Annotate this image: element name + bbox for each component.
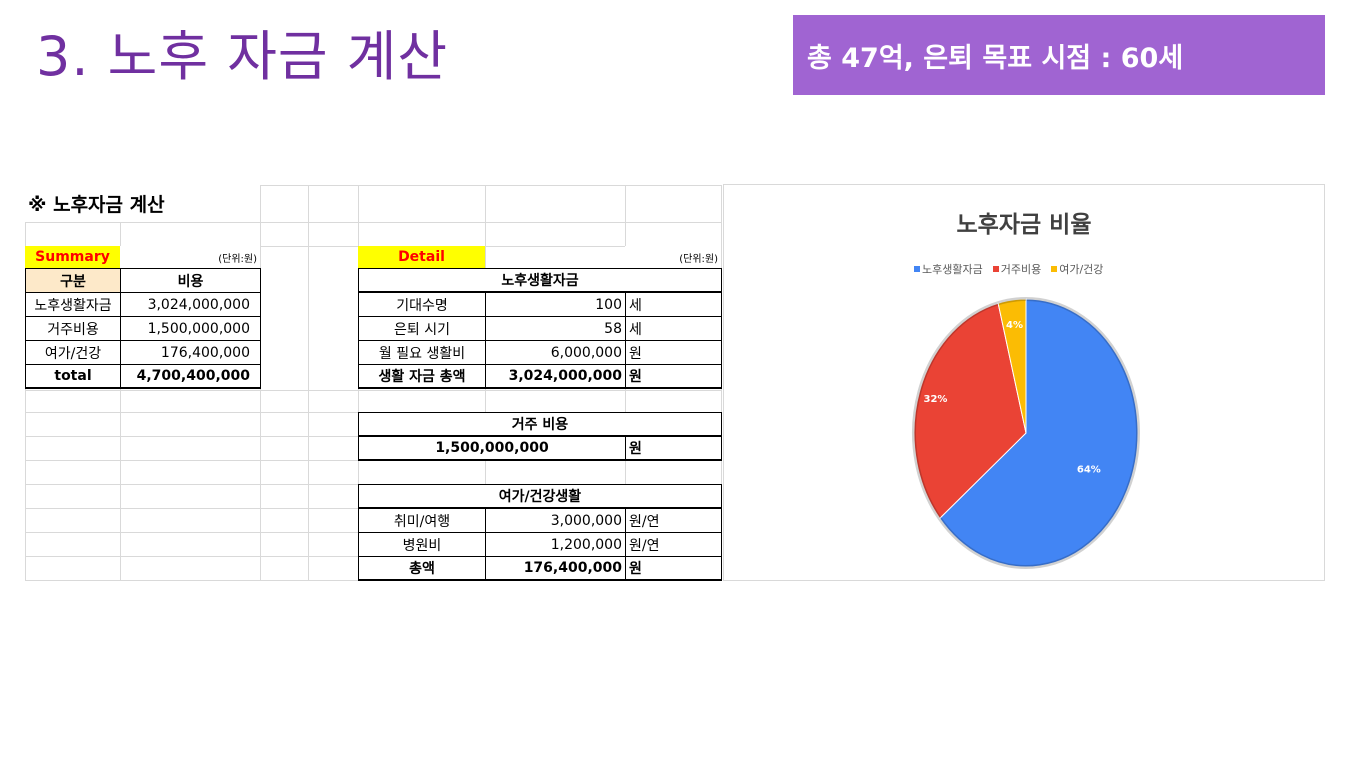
housing-value: 1,500,000,000 (358, 436, 626, 461)
housing-title: 거주 비용 (358, 412, 722, 437)
living-total-name: 생활 자금 총액 (358, 364, 486, 389)
legend-swatch (992, 266, 999, 272)
living-row-unit: 세 (625, 316, 722, 341)
leisure-row-name: 병원비 (358, 532, 486, 557)
summary-unit: (단위:원) (120, 246, 260, 268)
summary-label: Summary (25, 246, 120, 268)
leisure-total-value: 176,400,000 (485, 556, 626, 581)
living-row-unit: 세 (625, 292, 722, 317)
legend-swatch (1051, 266, 1058, 272)
pie-slice (939, 298, 1139, 568)
living-row-name: 은퇴 시기 (358, 316, 486, 341)
pie-slice (913, 302, 1027, 520)
leisure-total-name: 총액 (358, 556, 486, 581)
leisure-title: 여가/건강생활 (358, 484, 722, 509)
pie-slice-rim (938, 297, 1140, 569)
living-row-name: 월 필요 생활비 (358, 340, 486, 365)
chart-legend: 노후생활자금 거주비용 여가/건강 (914, 261, 1103, 277)
pie-slice (997, 298, 1027, 434)
living-row-name: 기대수명 (358, 292, 486, 317)
pie-data-label: 32% (923, 394, 947, 405)
leisure-row-value: 1,200,000 (485, 532, 626, 557)
living-title: 노후생활자금 (358, 268, 722, 293)
spreadsheet: ※ 노후자금 계산 Summary (단위:원) 구분 비용 노후생활자금 3,… (25, 185, 722, 581)
summary-row-value: 3,024,000,000 (120, 292, 261, 317)
leisure-row-unit: 원/연 (625, 532, 722, 557)
legend-swatch (914, 266, 920, 272)
living-total-value: 3,024,000,000 (485, 364, 626, 389)
pie-data-label: 4% (1006, 320, 1023, 331)
legend-item: 거주비용 (992, 261, 1042, 277)
pie-data-label: 64% (1077, 464, 1101, 475)
living-total-unit: 원 (625, 364, 722, 389)
chart-title: 노후자금 비율 (956, 212, 1092, 238)
leisure-row-unit: 원/연 (625, 508, 722, 533)
pie-slice-rim (912, 301, 999, 520)
summary-row-value: 1,500,000,000 (120, 316, 261, 341)
living-row-value: 58 (485, 316, 626, 341)
summary-row-name: 거주비용 (25, 316, 121, 341)
sheet-heading: ※ 노후자금 계산 (25, 185, 260, 222)
legend-item: 노후생활자금 (914, 261, 983, 277)
detail-unit: (단위:원) (625, 246, 721, 268)
summary-total-value: 4,700,400,000 (120, 364, 261, 389)
housing-unit: 원 (625, 436, 722, 461)
pie-slice-rim (997, 297, 1027, 306)
summary-row-name: 여가/건강 (25, 340, 121, 365)
summary-row-value: 176,400,000 (120, 340, 261, 365)
legend-item: 여가/건강 (1051, 261, 1103, 277)
slide-title: 3. 노후 자금 계산 (36, 25, 449, 88)
leisure-total-unit: 원 (625, 556, 722, 581)
summary-header-category: 구분 (25, 268, 121, 293)
pie-chart: 노후자금 비율 노후생활자금 거주비용 여가/건강 64% 32% 4% (723, 184, 1325, 581)
living-row-value: 6,000,000 (485, 340, 626, 365)
target-banner: 총 47억, 은퇴 목표 시점 : 60세 (793, 15, 1325, 95)
target-text: 총 47억, 은퇴 목표 시점 : 60세 (807, 42, 1184, 74)
legend-label: 여가/건강 (1059, 263, 1104, 276)
summary-total-label: total (25, 364, 121, 389)
living-row-value: 100 (485, 292, 626, 317)
summary-header-cost: 비용 (120, 268, 261, 293)
legend-label: 거주비용 (1000, 263, 1042, 276)
living-row-unit: 원 (625, 340, 722, 365)
summary-row-name: 노후생활자금 (25, 292, 121, 317)
leisure-row-value: 3,000,000 (485, 508, 626, 533)
legend-label: 노후생활자금 (922, 263, 983, 276)
pie-plot: 64% 32% 4% (912, 297, 1140, 569)
detail-label: Detail (358, 246, 485, 268)
leisure-row-name: 취미/여행 (358, 508, 486, 533)
